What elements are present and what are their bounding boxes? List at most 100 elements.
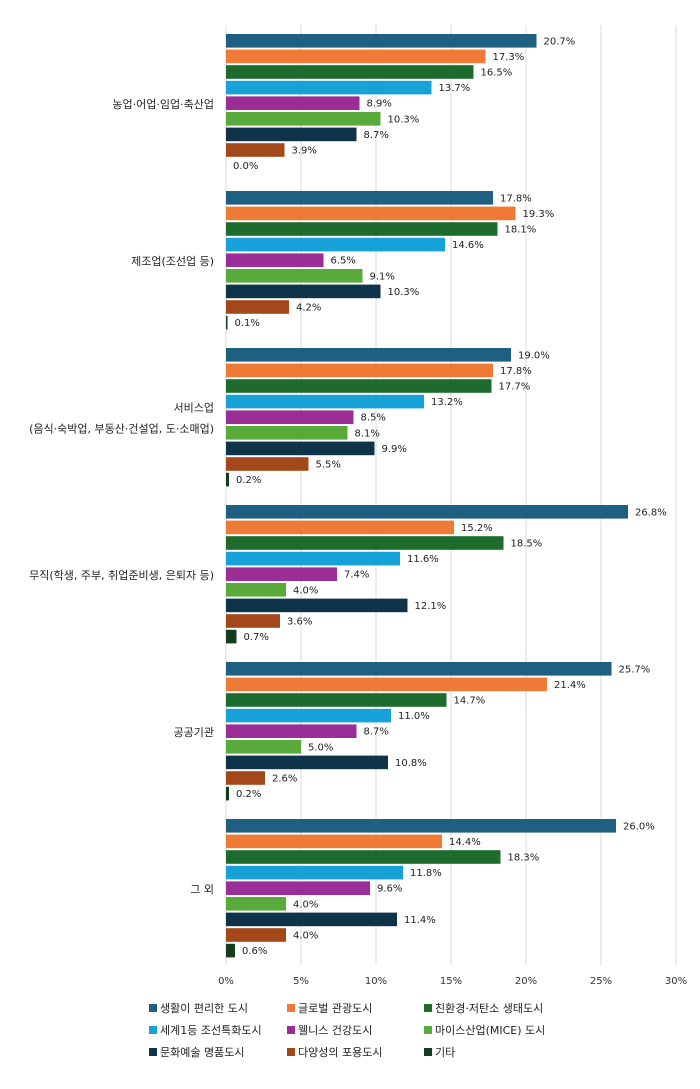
bar [226, 693, 447, 707]
bar [226, 206, 516, 221]
data-label: 9.9% [382, 444, 407, 455]
bar [226, 191, 493, 205]
bar [226, 912, 397, 927]
legend-label: 친환경·저탄소 생태도시 [435, 1002, 543, 1015]
x-tick-label: 0% [218, 976, 234, 987]
bar [226, 65, 474, 79]
data-label: 9.1% [370, 271, 395, 282]
label-layer: 20.7% 17.3% 16.5% 13.7% 8.9% 10.3% 8.7% 3.9% 0.0… [233, 36, 667, 957]
data-label: 5.5% [316, 460, 341, 471]
bar [226, 237, 445, 252]
bar-layer [226, 34, 628, 958]
bar [226, 740, 301, 754]
bar [226, 505, 628, 519]
data-label: 21.4% [554, 680, 586, 691]
category-label: (음식·숙박업, 부동산·건설업, 도·소매업) [29, 423, 214, 436]
data-label: 25.7% [619, 664, 651, 675]
data-label: 8.5% [361, 413, 386, 424]
bar [226, 441, 375, 456]
data-label: 8.1% [355, 428, 380, 439]
bar [226, 80, 432, 95]
x-tick-label: 20% [515, 976, 537, 987]
bar [226, 394, 424, 409]
legend-label: 글로벌 관광도시 [298, 1002, 372, 1015]
data-label: 9.6% [377, 884, 402, 895]
data-label: 12.1% [415, 601, 447, 612]
data-label: 19.3% [523, 209, 555, 220]
bar [226, 315, 228, 330]
category-label: 공공기관 [174, 726, 214, 739]
data-label: 0.1% [235, 318, 260, 329]
bar [226, 614, 280, 628]
bar [226, 284, 381, 299]
bar [226, 928, 286, 942]
bar [226, 724, 357, 738]
data-label: 15.2% [461, 523, 493, 534]
data-label: 10.3% [388, 114, 420, 125]
bar [226, 253, 324, 267]
data-label: 14.6% [452, 240, 484, 251]
category-label: 그 외 [190, 883, 214, 896]
bar [226, 96, 360, 110]
data-label: 14.4% [449, 837, 481, 848]
legend-swatch [424, 1026, 432, 1034]
bar [226, 583, 286, 597]
data-label: 0.7% [244, 632, 269, 643]
x-tick-label: 15% [440, 976, 462, 987]
grid-layer [225, 25, 677, 965]
bar [226, 662, 612, 676]
bar [226, 127, 357, 142]
x-tick-label: 30% [665, 976, 687, 987]
bar [226, 708, 391, 723]
category-label: 서비스업 [174, 402, 214, 415]
data-label: 14.7% [454, 696, 486, 707]
data-label: 0.6% [242, 946, 267, 957]
legend-swatch [424, 1048, 432, 1056]
x-tick-label: 10% [365, 976, 387, 987]
legend-swatch [149, 1048, 157, 1056]
bar [226, 426, 348, 440]
bar [226, 786, 229, 801]
bar [226, 677, 547, 692]
data-label: 11.8% [410, 868, 442, 879]
legend-swatch [424, 1004, 432, 1012]
bar [226, 34, 537, 48]
legend-swatch [149, 1026, 157, 1034]
data-label: 17.3% [493, 52, 525, 63]
data-label: 0.2% [236, 789, 261, 800]
bar [226, 819, 616, 833]
data-label: 3.6% [287, 617, 312, 628]
data-label: 26.8% [635, 507, 667, 518]
category-label: 제조업(조선업 등) [131, 255, 214, 268]
data-label: 18.5% [511, 539, 543, 550]
legend-label: 기타 [435, 1046, 455, 1059]
legend-swatch [287, 1048, 295, 1056]
legend-swatch [149, 1004, 157, 1012]
legend-label: 문화예술 명품도시 [160, 1046, 244, 1059]
legend-label: 세계1등 조선특화도시 [160, 1024, 262, 1037]
bar [226, 222, 498, 236]
data-label: 10.8% [395, 758, 427, 769]
bar [226, 49, 486, 64]
data-label: 8.7% [364, 130, 389, 141]
data-label: 16.5% [481, 68, 513, 79]
category-label: 무직(학생, 주부, 취업준비생, 은퇴자 등) [29, 569, 214, 582]
data-label: 20.7% [544, 36, 576, 47]
data-label: 17.8% [500, 366, 532, 377]
data-label: 3.9% [292, 146, 317, 157]
bar [226, 755, 388, 770]
data-label: 18.1% [505, 225, 537, 236]
bar [226, 536, 504, 550]
bar [226, 865, 403, 880]
data-label: 13.2% [431, 397, 463, 408]
data-label: 19.0% [518, 350, 550, 361]
data-label: 6.5% [331, 256, 356, 267]
x-tick-label: 25% [590, 976, 612, 987]
data-label: 0.2% [236, 475, 261, 486]
bar [226, 551, 400, 566]
bar [226, 881, 370, 895]
category-label: 농업·어업·임업·축산업 [112, 98, 214, 111]
legend-label: 웰니스 건강도시 [298, 1024, 372, 1037]
data-label: 2.6% [272, 774, 297, 785]
